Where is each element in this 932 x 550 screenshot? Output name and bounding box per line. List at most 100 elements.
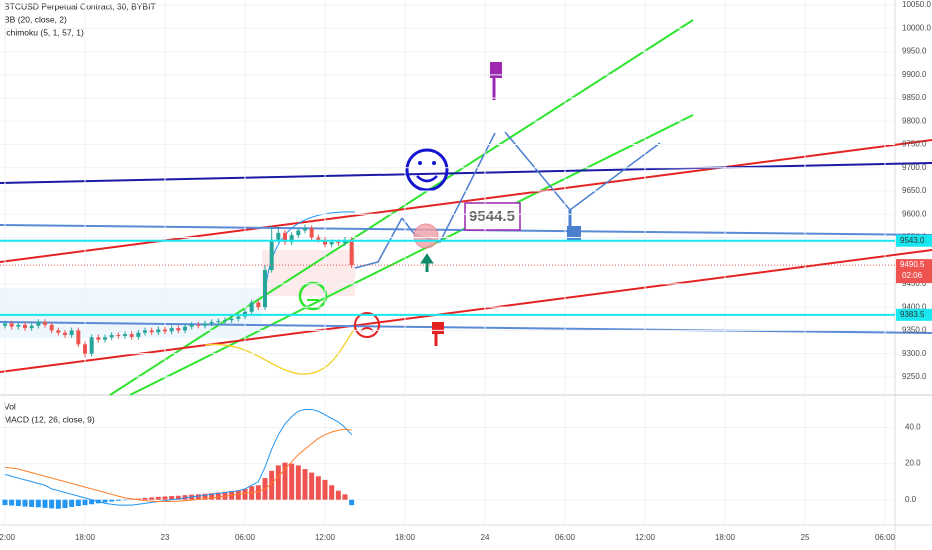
histogram-bar [169,496,175,500]
x-tick-label: 06:00 [875,533,896,542]
candle-body [236,316,241,319]
histogram-bar [49,499,55,509]
y-tick-label: 9350.0 [902,326,927,335]
candle-body [43,322,47,325]
bb-band [264,211,356,296]
trend-line [0,162,932,184]
candle-body [336,242,341,244]
candle-body [209,322,214,324]
histogram-bar [342,494,348,500]
smiley-mouth [416,175,438,183]
histogram-bar [102,499,108,503]
candle-body [263,269,267,308]
x-tick-label: 12:00 [315,533,336,542]
histogram-bar [202,493,208,500]
price-tag [896,308,932,321]
x-tick-label: 06:00 [555,533,576,542]
histogram-bar [175,495,181,500]
candle-body [123,334,127,336]
arrow-path [354,217,403,269]
candle-body [129,334,134,337]
histogram-bar [155,496,161,500]
candle-body [276,232,281,240]
neutral-face [298,281,328,311]
x-tick-label: 12:00 [635,533,656,542]
price-tag [896,259,932,284]
hand-icon [432,322,444,334]
candle-body [256,302,261,308]
price-tag-label: 9383.5 [900,310,925,319]
histogram-bar [215,492,221,500]
hand-icon [490,62,502,78]
histogram-bar [55,499,61,509]
histogram-bar [15,499,21,507]
y-tick-label: 10000.0 [902,23,931,32]
highlight-circle [413,223,439,249]
histogram-bar [22,499,28,507]
histogram-bar [69,499,75,507]
candle-body [89,337,94,354]
candle-body [329,242,334,245]
histogram-bar [29,499,35,507]
histogram-bar [62,499,68,509]
x-tick-label: 06:00 [235,533,256,542]
y-tick-label: 9400.0 [902,302,927,311]
x-tick-label: 18:00 [715,533,736,542]
trend-line [0,321,932,334]
x-tick-label: 18:00 [395,533,416,542]
macd-line [4,428,352,503]
candle-body [83,344,87,354]
candle-body [223,320,227,322]
candle-body [136,332,141,337]
candle-body [283,232,287,243]
y-tick-label: 9650.0 [902,186,927,195]
x-tick-label: 25 [801,533,810,542]
annotation-text: 9544.5 [469,208,515,225]
histogram-bar [35,499,41,508]
histogram-bar [255,485,261,500]
candle-body [169,328,174,332]
indicator-label: Vol [4,401,16,411]
candle-body [16,324,21,327]
indicator-label: MACD (12, 26, close, 9) [4,414,95,424]
candle-body [316,237,321,240]
macd-line [4,408,353,506]
histogram-bar [209,493,215,500]
histogram-bar [9,499,15,506]
x-tick-label: 24 [481,533,490,542]
histogram-bar [295,465,301,500]
candle-body [96,337,101,340]
candle-body [216,321,221,323]
trend-line [129,114,694,396]
x-tick-label: 18:00 [75,533,96,542]
histogram-bar [322,479,328,500]
candle-body [49,324,54,331]
candle-body [349,239,354,266]
y-tick-label: 9850.0 [902,93,927,102]
histogram-bar [195,494,201,500]
candle-body [9,323,14,327]
candle-body [163,329,167,332]
smiley-eye [418,161,422,165]
candle-body [56,330,61,333]
candle-body [63,332,67,336]
price-tag [896,234,932,247]
price-tag-label: 9490.5 [900,260,925,269]
countdown: 02:06 [902,271,923,280]
histogram-bar [235,490,241,500]
histogram-bar [315,476,321,500]
candle-body [269,239,274,270]
candle-body [203,323,207,326]
histogram-bar [89,499,95,505]
histogram-bar [2,499,8,506]
candle-body [109,335,114,338]
histogram-bar [349,499,355,506]
sad-face [354,312,380,338]
histogram-bar [162,496,168,500]
histogram-bar [142,497,148,500]
histogram-bar [275,465,281,500]
indicator-label: Ichimoku (5, 1, 57, 1) [4,27,84,37]
candle-body [149,330,154,333]
histogram-bar [329,485,335,500]
